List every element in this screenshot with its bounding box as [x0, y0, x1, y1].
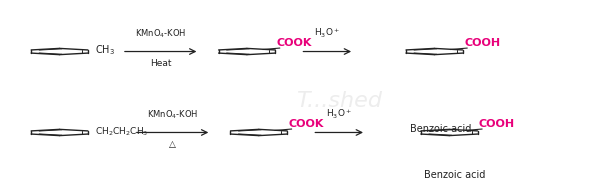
Text: COOK: COOK	[289, 119, 324, 129]
Text: H$_3$O$^+$: H$_3$O$^+$	[314, 27, 340, 40]
Text: △: △	[169, 140, 176, 149]
Text: Benzoic acid: Benzoic acid	[409, 124, 471, 134]
Text: Heat: Heat	[150, 59, 171, 68]
Text: T...shed: T...shed	[296, 91, 382, 111]
Text: KMnO$_4$-KOH: KMnO$_4$-KOH	[135, 28, 186, 40]
Text: CH$_3$: CH$_3$	[95, 44, 115, 57]
Text: KMnO$_4$-KOH: KMnO$_4$-KOH	[147, 109, 198, 121]
Text: H$_3$O$^+$: H$_3$O$^+$	[326, 108, 352, 121]
Text: COOH: COOH	[464, 38, 500, 48]
Text: Benzoic acid: Benzoic acid	[424, 170, 486, 180]
Text: CH$_2$CH$_2$CH$_3$: CH$_2$CH$_2$CH$_3$	[95, 125, 149, 138]
Text: COOH: COOH	[479, 119, 515, 129]
Text: COOK: COOK	[277, 38, 312, 48]
